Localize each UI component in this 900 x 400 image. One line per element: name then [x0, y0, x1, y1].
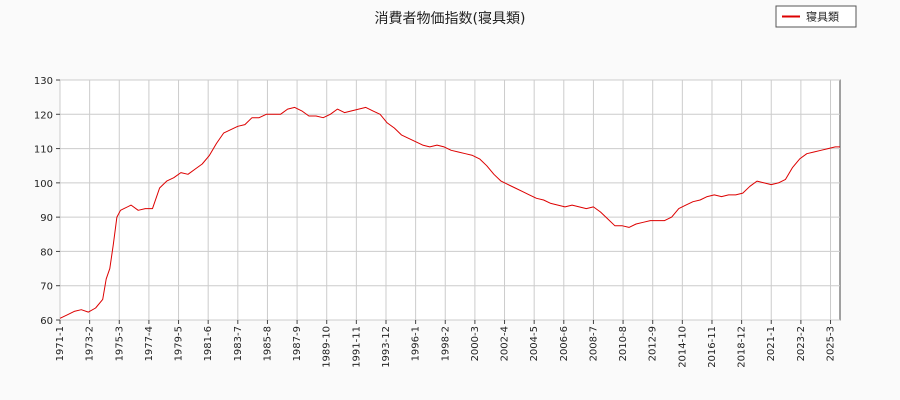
- x-tick-label: 1981-6: [203, 326, 214, 361]
- x-tick-label: 1973-2: [85, 326, 96, 361]
- x-tick-label: 1991-11: [351, 326, 362, 368]
- x-tick-label: 2000-3: [470, 326, 481, 361]
- x-tick-label: 1983-7: [233, 326, 244, 361]
- x-tick-label: 1985-8: [262, 326, 273, 361]
- y-tick-label: 100: [34, 179, 53, 190]
- x-tick-label: 1998-2: [440, 326, 451, 361]
- y-tick-label: 60: [40, 316, 53, 327]
- x-tick-label: 2021-1: [766, 326, 777, 361]
- y-tick-label: 110: [34, 145, 53, 156]
- legend-label: 寝具類: [806, 10, 839, 24]
- plot-area: [59, 79, 841, 321]
- grid: [59, 79, 840, 321]
- x-tick-label: 1993-12: [381, 326, 392, 368]
- x-axis: 1971-1 1973-2 1975-3 1977-4 1979-5 1981-6 1983…: [55, 320, 837, 368]
- x-tick-label: 2002-4: [500, 326, 511, 361]
- x-tick-label: 1971-1: [55, 326, 66, 361]
- series-layer: [59, 106, 840, 319]
- x-tick-label: 1987-9: [292, 326, 303, 361]
- y-tick-label: 70: [40, 282, 53, 293]
- x-tick-label: 1996-1: [411, 326, 422, 361]
- legend-box: [775, 5, 857, 28]
- x-tick-label: 2004-5: [529, 326, 540, 361]
- x-tick-label: 2008-7: [588, 326, 599, 361]
- x-tick-label: 1977-4: [144, 326, 155, 361]
- y-axis: 60 70 80 90 100 110 120 130: [34, 76, 60, 327]
- x-tick-label: 2016-11: [707, 326, 718, 368]
- x-tick-label: 2014-10: [677, 326, 688, 368]
- x-tick-label: 1979-5: [174, 326, 185, 361]
- x-tick-label: 2018-12: [737, 326, 748, 368]
- x-tick-label: 1989-10: [322, 326, 333, 368]
- x-tick-label: 1975-3: [114, 326, 125, 361]
- y-tick-label: 90: [40, 213, 53, 224]
- x-tick-label: 2023-2: [796, 326, 807, 361]
- x-tick-label: 2012-9: [648, 326, 659, 361]
- y-tick-label: 80: [40, 247, 53, 258]
- chart-title: 消費者物価指数(寝具類): [375, 10, 526, 27]
- x-tick-label: 2006-6: [559, 326, 570, 361]
- y-tick-label: 130: [34, 76, 53, 87]
- x-tick-label: 2025-3: [826, 326, 837, 361]
- x-tick-label: 2010-8: [618, 326, 629, 361]
- legend: 寝具類: [775, 5, 857, 28]
- series-line-0: [59, 106, 840, 319]
- y-tick-label: 120: [34, 110, 53, 121]
